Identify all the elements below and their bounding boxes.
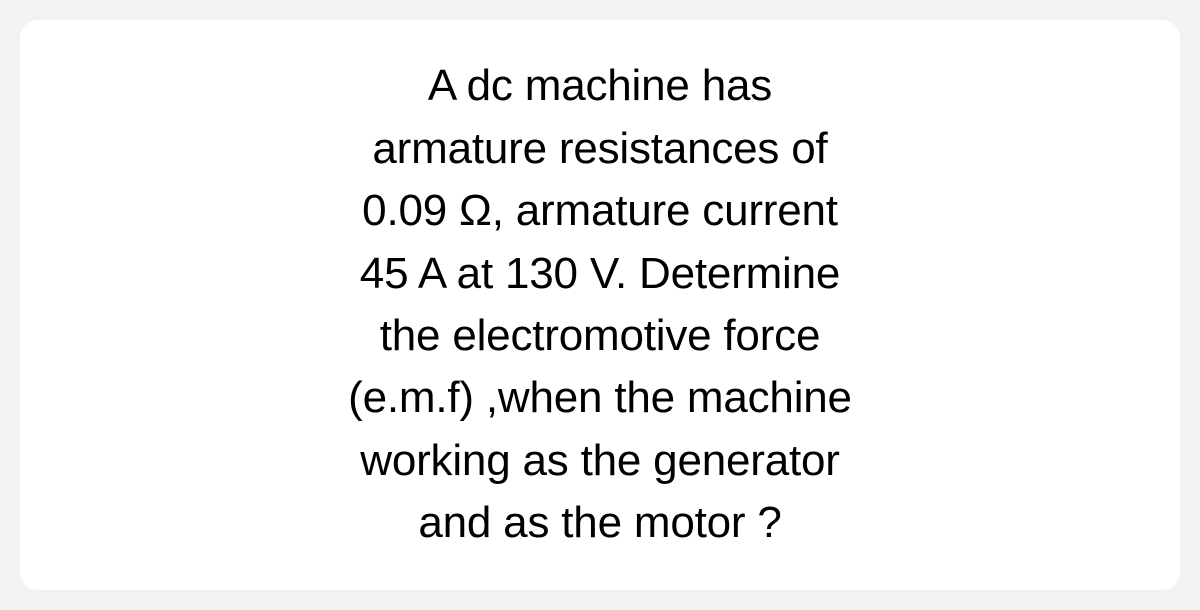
text-line-5: the electromotive force: [380, 311, 821, 360]
text-line-8: and as the motor ?: [418, 498, 781, 547]
text-line-7: working as the generator: [360, 436, 839, 485]
text-line-2: armature resistances of: [372, 124, 827, 173]
text-line-1: A dc machine has: [428, 61, 772, 110]
text-line-3: 0.09 Ω, armature current: [362, 186, 838, 235]
question-text: A dc machine has armature resistances of…: [348, 55, 852, 555]
text-line-6: (e.m.f) ,when the machine: [348, 373, 852, 422]
text-line-4: 45 A at 130 V. Determine: [360, 249, 840, 298]
content-card: A dc machine has armature resistances of…: [20, 20, 1180, 590]
